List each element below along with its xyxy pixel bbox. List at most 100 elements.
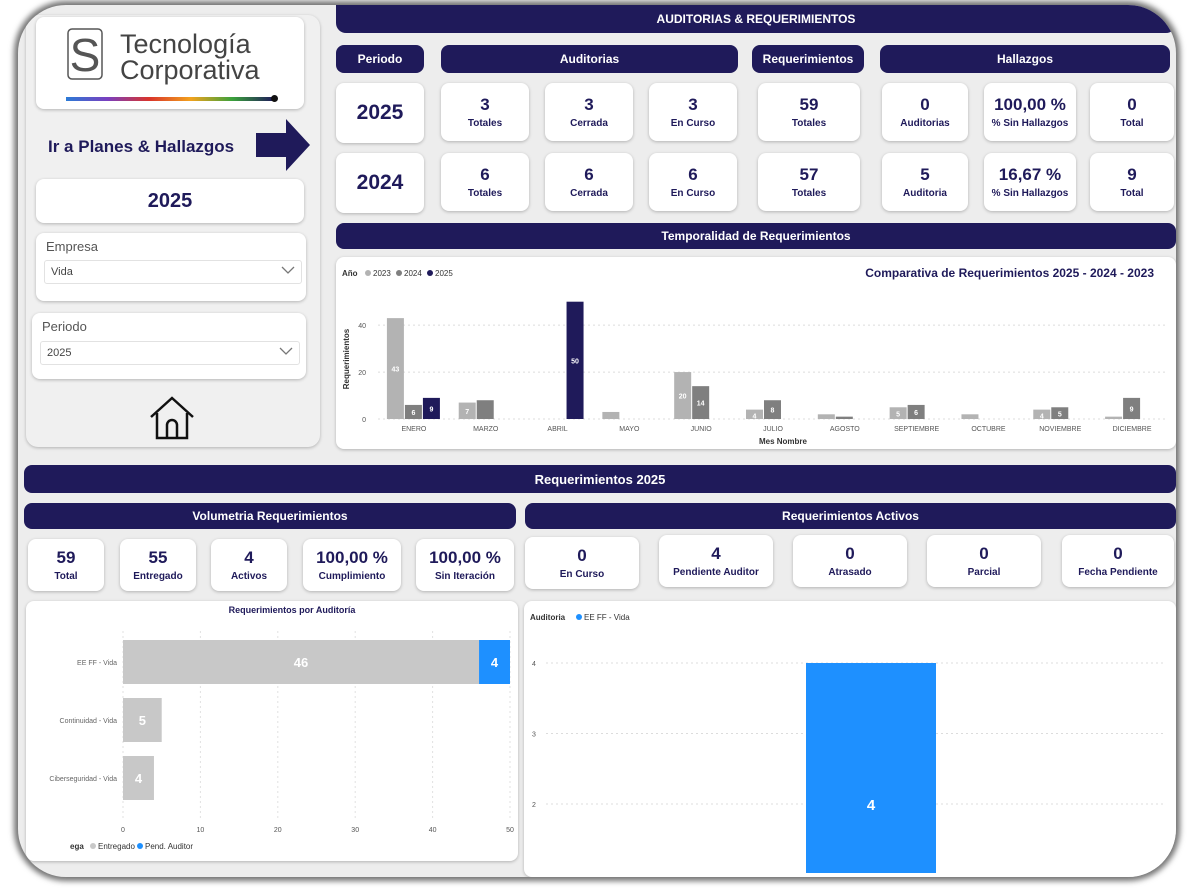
kpi-label: % Sin Hallazgos — [991, 188, 1069, 199]
kpi-label: Totales — [791, 118, 827, 129]
kpi-value: 0 — [845, 544, 855, 563]
activos-tile: 0 Fecha Pendiente — [1062, 535, 1174, 587]
kpi-value: 16,67 % — [998, 165, 1062, 184]
empresa-value: Vida — [51, 266, 73, 278]
category-label: EE FF - Vida — [77, 660, 117, 667]
x-tick-label: 40 — [429, 827, 437, 834]
data-label: 7 — [465, 409, 469, 416]
empresa-select[interactable]: Vida — [44, 260, 302, 284]
vol-tile: 4 Activos — [211, 539, 287, 591]
kpi-label: Sin Iteración — [434, 571, 495, 582]
x-tick-label: DICIEMBRE — [1113, 426, 1152, 433]
periodo-select[interactable]: 2025 — [40, 341, 300, 365]
bar-2024 — [692, 386, 710, 419]
kpi-tile: 16,67 % % Sin Hallazgos — [984, 153, 1076, 211]
kpi-tile: 3 Cerrada — [545, 83, 633, 141]
legend-2025-swatch — [427, 270, 433, 276]
kpi-tile: 9 Total — [1090, 153, 1174, 211]
logo-dot — [271, 95, 278, 102]
x-tick-label: MAYO — [619, 426, 640, 433]
data-label: 5 — [139, 713, 146, 728]
x-tick-label: ABRIL — [547, 426, 567, 433]
x-tick-label: SEPTIEMBRE — [894, 426, 939, 433]
kpi-label: Cumplimiento — [318, 571, 386, 582]
activos-tile: 4 Pendiente Auditor — [659, 535, 773, 587]
bar-2023 — [602, 411, 620, 419]
nav-label: Ir a Planes & Hallazgos — [48, 137, 235, 156]
kpi-label: Entregado — [133, 571, 183, 582]
kpi-label: Auditoria — [903, 188, 947, 199]
legend-pend: Pend. Auditor — [145, 842, 193, 851]
section-req-2025: Requerimientos 2025 — [24, 465, 1176, 493]
chevron-down-icon — [281, 265, 295, 278]
vol-tile: 100,00 % Sin Iteración — [416, 539, 514, 591]
legend-eeff: EE FF - Vida — [584, 613, 630, 622]
periodo-label: Periodo — [42, 319, 87, 334]
bar-2024 — [835, 416, 853, 419]
x-tick-label: ENERO — [401, 426, 426, 433]
y-tick-label: 20 — [358, 370, 366, 377]
period-2025-card: 2025 — [336, 83, 424, 143]
data-label: 5 — [1058, 411, 1062, 418]
kpi-label: Fecha Pendiente — [1078, 567, 1158, 578]
periodo-filter: Periodo 2025 — [32, 313, 306, 379]
bar-EE FF - Vida — [806, 663, 936, 873]
kpi-label: Auditorias — [900, 118, 950, 129]
arrow-right-icon — [256, 119, 312, 176]
legend-2024-swatch — [396, 270, 402, 276]
logo-mark: S — [66, 27, 104, 81]
x-tick-label: JULIO — [763, 426, 783, 433]
x-tick-label: 0 — [121, 827, 125, 834]
section-requerimientos: Requerimientos — [752, 45, 864, 73]
kpi-value: 6 — [688, 165, 698, 184]
legend-entregado: Entregado — [98, 842, 135, 851]
bar-Entregado — [123, 756, 154, 800]
activos-tile: 0 Parcial — [927, 535, 1041, 587]
kpi-tile: 57 Totales — [758, 153, 860, 211]
x-tick-label: 20 — [274, 827, 282, 834]
kpi-label: Totales — [791, 188, 827, 199]
svg-text:S: S — [70, 29, 101, 81]
page-title: AUDITORIAS & REQUERIMIENTOS — [336, 5, 1176, 33]
bar-2023 — [817, 414, 835, 419]
legend-2023: 2023 — [373, 269, 391, 278]
section-hallazgos: Hallazgos — [880, 45, 1170, 73]
bar-2023 — [961, 414, 979, 419]
kpi-value: 0 — [979, 544, 989, 563]
kpi-label: % Sin Hallazgos — [991, 118, 1069, 129]
bar-2023 — [458, 402, 476, 419]
data-label: 4 — [753, 414, 757, 421]
data-label: 8 — [771, 408, 775, 415]
bar-2024 — [907, 404, 925, 419]
kpi-value: 57 — [799, 165, 819, 184]
activos-tile: 0 En Curso — [525, 537, 639, 589]
data-label: 6 — [914, 410, 918, 417]
kpi-label: Total — [1120, 188, 1144, 199]
chart-title: Requerimientos por Auditoría — [229, 605, 357, 615]
data-label: 4 — [1040, 414, 1044, 421]
home-icon[interactable] — [148, 395, 196, 446]
data-label: 4 — [867, 797, 876, 814]
x-tick-label: AGOSTO — [830, 426, 860, 433]
bar-2023 — [1105, 416, 1123, 419]
bar-2024 — [1051, 407, 1069, 419]
kpi-tile: 100,00 % % Sin Hallazgos — [984, 83, 1076, 141]
bar-2025 — [566, 301, 584, 419]
legend-title: Auditoria — [530, 613, 566, 622]
x-tick-label: OCTUBRE — [971, 426, 1006, 433]
kpi-tile: 3 Totales — [441, 83, 529, 141]
y-tick-label: 0 — [362, 417, 366, 424]
bar-2025 — [422, 397, 440, 419]
x-tick-label: JUNIO — [691, 426, 713, 433]
kpi-value: 3 — [688, 95, 698, 114]
bar-Pend. Auditor — [479, 640, 510, 684]
period-year: 2024 — [356, 171, 404, 194]
data-label: 5 — [896, 411, 900, 418]
legend-eeff-swatch — [576, 614, 582, 620]
kpi-tile: 0 Total — [1090, 83, 1174, 141]
kpi-value: 100,00 % — [316, 548, 388, 567]
data-label: 43 — [392, 367, 400, 374]
nav-planes-hallazgos-button[interactable]: Ir a Planes & Hallazgos — [36, 115, 312, 173]
kpi-label: En Curso — [559, 569, 605, 580]
kpi-value: 9 — [1127, 165, 1137, 184]
